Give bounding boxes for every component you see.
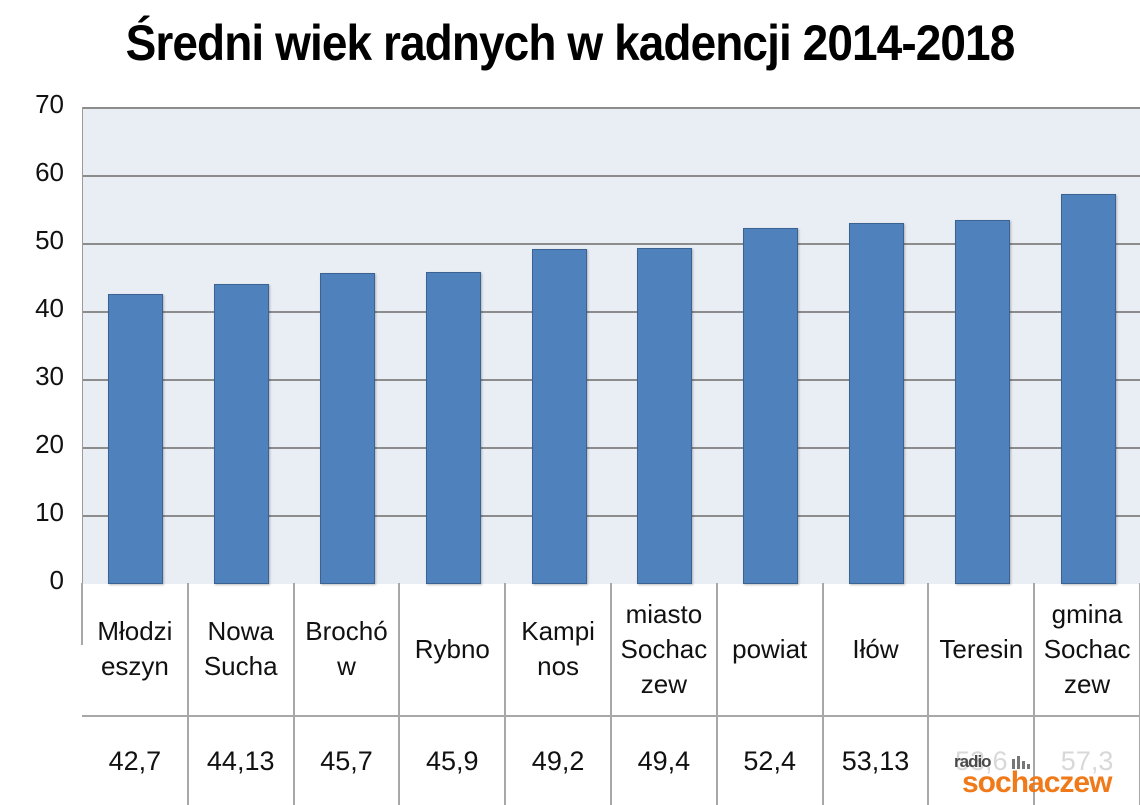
bar — [637, 248, 693, 584]
table-divider — [504, 583, 507, 805]
bar — [743, 227, 799, 584]
value-label: 53,6 — [955, 745, 1008, 776]
category-label: Teresin — [939, 633, 1024, 664]
gridline — [83, 515, 1140, 517]
gridline — [83, 379, 1140, 381]
category-label: Brochó w — [305, 616, 388, 681]
y-tick-label: 70 — [35, 89, 64, 119]
value-label: 52,4 — [743, 745, 796, 776]
table-divider — [1033, 583, 1036, 805]
bar — [848, 222, 904, 584]
category-label: powiat — [732, 633, 808, 664]
y-tick-label: 10 — [35, 497, 64, 527]
value-label: 44,13 — [206, 745, 275, 776]
category-label: Rybno — [414, 633, 490, 664]
table-divider — [292, 583, 295, 805]
gridline — [83, 447, 1140, 449]
chart-title: Średni wiek radnych w kadencji 2014-2018 — [125, 15, 1016, 71]
value-label: 57,3 — [1060, 745, 1114, 776]
bar — [1060, 194, 1116, 584]
value-label: 53,13 — [841, 745, 910, 776]
category-label: Młodzi eszyn — [97, 616, 173, 681]
category-label: miasto Sochac zew — [620, 598, 708, 699]
logo-radio-text: radio — [954, 752, 992, 771]
equalizer-icon — [1012, 756, 1030, 769]
gridline — [83, 175, 1140, 177]
value-label: 45,9 — [426, 745, 479, 776]
category-label: Kampi nos — [521, 616, 595, 681]
bar — [319, 273, 375, 584]
radio-sochaczew-logo: radio sochaczew — [950, 752, 1130, 802]
table-divider — [821, 583, 824, 805]
value-label: 49,2 — [531, 745, 585, 776]
y-tick-label: 40 — [35, 293, 64, 323]
bar — [425, 271, 481, 584]
category-label: Nowa Sucha — [203, 616, 278, 681]
category-label: Iłów — [852, 633, 899, 664]
bar — [108, 293, 164, 584]
table-divider — [715, 583, 718, 805]
gridline — [83, 107, 1140, 109]
table-divider — [81, 583, 83, 645]
gridline — [83, 243, 1140, 245]
category-label: gmina Sochac zew — [1043, 598, 1131, 699]
table-divider — [610, 583, 612, 805]
value-label: 49,4 — [637, 745, 691, 776]
bar — [954, 219, 1010, 584]
logo-sochaczew-text: sochaczew — [962, 766, 1112, 799]
y-tick-label: 50 — [35, 225, 64, 255]
value-label: 45,7 — [320, 745, 373, 776]
value-label: 42,7 — [108, 745, 162, 776]
y-tick-label: 20 — [35, 429, 64, 459]
y-tick-label: 60 — [35, 157, 64, 187]
bar — [214, 283, 270, 584]
gridline — [83, 311, 1140, 313]
table-divider — [82, 715, 1140, 717]
table-divider — [398, 583, 401, 805]
plot-area — [82, 107, 1140, 584]
y-tick-label: 0 — [49, 565, 64, 595]
table-divider — [186, 583, 189, 805]
table-divider — [927, 583, 930, 805]
bar — [531, 249, 587, 584]
y-tick-label: 30 — [35, 361, 64, 391]
